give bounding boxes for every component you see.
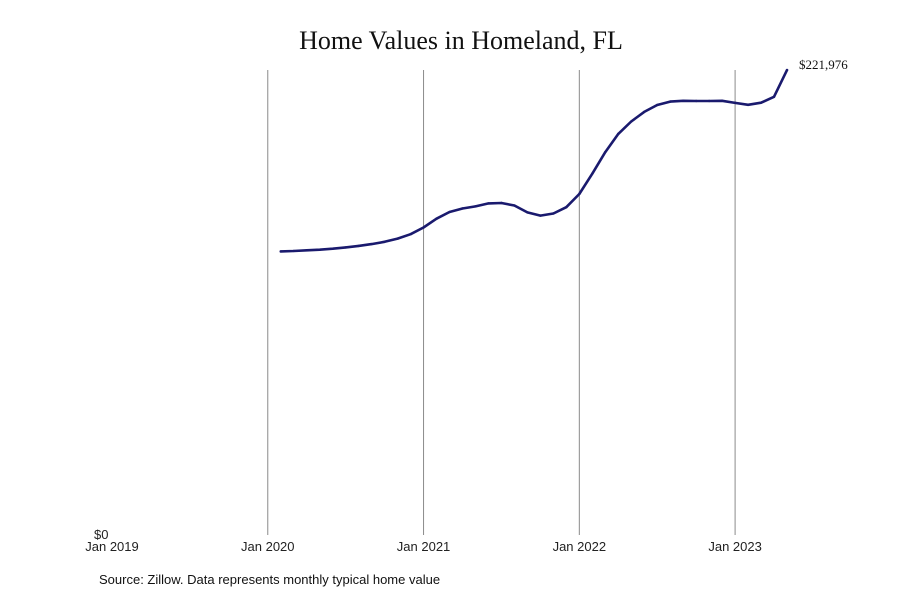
grid-lines — [267, 70, 736, 535]
end-value-label: $221,976 — [799, 57, 848, 72]
axis-labels: Jan 2019 Jan 2020 Jan 2021 Jan 2022 Jan 2023… — [85, 527, 762, 554]
data-point — [526, 211, 529, 214]
data-point — [552, 212, 555, 215]
x-tick-label: Jan 2020 — [241, 539, 295, 554]
data-point — [513, 204, 516, 207]
data-point — [630, 120, 633, 123]
chart-title: Home Values in Homeland, FL — [299, 26, 623, 55]
data-point — [487, 202, 490, 205]
x-tick-label: Jan 2023 — [708, 539, 762, 554]
data-point — [681, 99, 685, 102]
data-point — [344, 246, 347, 249]
data-point — [759, 101, 763, 104]
data-point — [772, 95, 776, 99]
data-point — [383, 240, 386, 243]
data-point — [474, 205, 477, 208]
data-point — [733, 101, 737, 105]
data-point — [668, 100, 672, 103]
data-point — [448, 210, 451, 214]
x-tick-label: Jan 2021 — [397, 539, 451, 554]
data-point — [643, 110, 646, 114]
data-point — [617, 132, 620, 136]
data-point — [656, 103, 659, 107]
data-point — [591, 172, 594, 175]
series-line — [279, 68, 789, 253]
data-point — [461, 207, 464, 210]
data-point — [396, 237, 399, 240]
data-point — [707, 99, 711, 103]
data-point — [604, 150, 607, 154]
y-tick-label: $0 — [94, 527, 108, 542]
data-point — [279, 250, 282, 253]
x-tick-label: Jan 2019 — [85, 539, 139, 554]
source-note: Source: Zillow. Data represents monthly … — [99, 572, 441, 587]
data-point — [785, 68, 789, 72]
data-point — [331, 247, 334, 250]
data-point — [422, 226, 425, 229]
data-point — [578, 192, 581, 196]
data-point — [539, 214, 542, 217]
data-point — [305, 249, 308, 252]
data-point — [500, 201, 503, 205]
data-point — [720, 99, 724, 102]
data-point — [435, 217, 438, 220]
data-point — [565, 205, 568, 209]
data-point — [292, 249, 295, 253]
data-point — [357, 244, 360, 248]
data-point — [318, 248, 321, 251]
x-tick-label: Jan 2022 — [553, 539, 607, 554]
data-point — [409, 233, 412, 236]
data-point — [370, 242, 373, 246]
series-layer: $221,976 — [279, 57, 848, 253]
data-point — [746, 103, 750, 106]
data-point — [694, 99, 698, 103]
